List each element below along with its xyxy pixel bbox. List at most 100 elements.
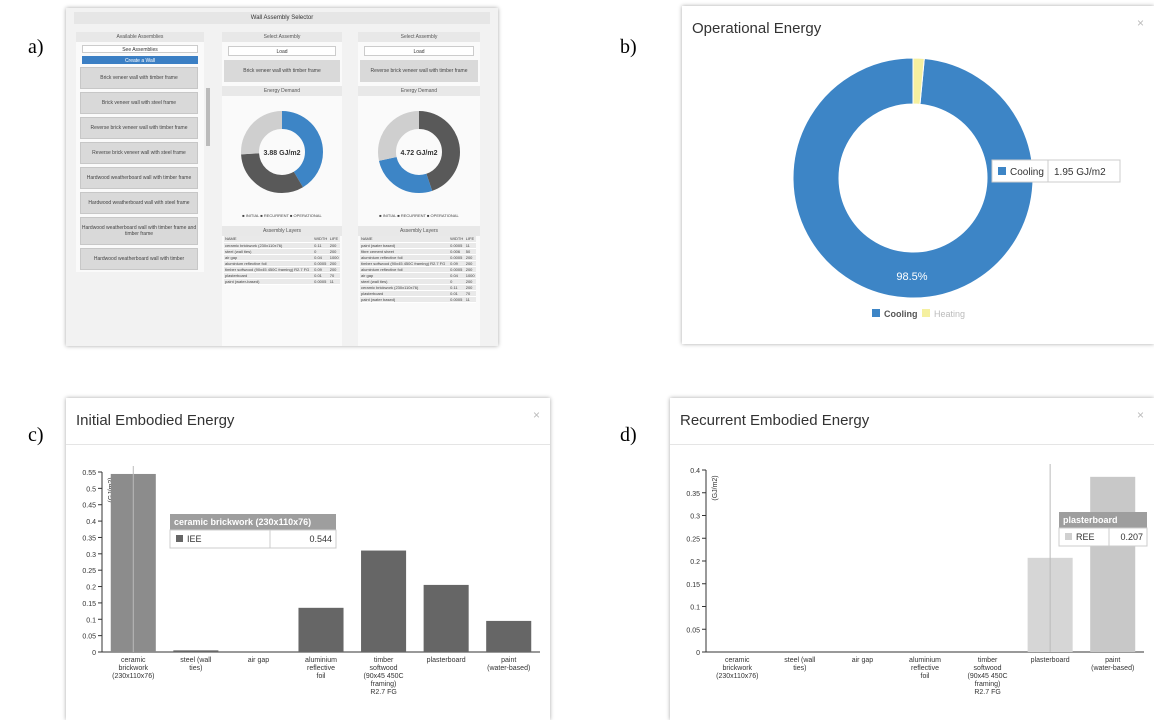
donut-slice-initial	[241, 111, 323, 193]
energy-header: Energy Demand	[358, 86, 480, 96]
bar-tooltip: plasterboard REE 0.207	[1058, 512, 1148, 547]
y-tick-label: 0.15	[82, 601, 96, 608]
y-tick-label: 0.35	[82, 535, 96, 542]
donut-slice-recurrent	[241, 111, 323, 193]
x-tick-label: ceramic brickwork (230x110x76)	[716, 657, 758, 680]
assembly-item[interactable]: Hardwood weatherboard wall with timber	[80, 248, 198, 270]
y-axis-label: (GJ/m2)	[712, 475, 719, 500]
x-tick-label: aluminium reflective foil	[909, 657, 941, 680]
y-tick-label: 0.1	[690, 605, 700, 612]
assemblies-scrollbar[interactable]	[206, 88, 210, 146]
ree-bar-chart: 0 0.05 0.1 0.15 0.2 0.25 0.3 0.35 0.4 (GJ/m2) cera…	[686, 464, 1148, 696]
bar[interactable]	[298, 607, 344, 652]
operational-energy-panel: Operational Energy × 98.5% Cooling 1.95 …	[682, 6, 1154, 344]
x-tick-label: paint (water-based)	[487, 657, 530, 672]
tooltip-key: IEE	[187, 534, 202, 544]
x-tick-label: plasterboard	[1031, 657, 1070, 664]
legend-label-heating: Heating	[934, 309, 965, 319]
pie-slice-heating[interactable]	[912, 57, 925, 105]
panel-title: Initial Embodied Energy	[76, 412, 235, 429]
select-header: Select Assembly	[222, 32, 342, 42]
create-wall-button[interactable]: Create a Wall	[82, 56, 198, 64]
x-tick-label: timber softwood (90x45 450C framing) R2.7 FG	[364, 657, 404, 696]
assembly-item[interactable]: Brick veneer wall with timber frame	[80, 67, 198, 89]
available-assemblies-column: Available Assemblies See Assemblies Crea…	[76, 32, 210, 272]
energy-donut-2: 4.72 GJ/m2	[378, 111, 460, 193]
y-tick-label: 0.5	[86, 486, 96, 493]
x-tick-label: ceramic brickwork (230x110x76)	[112, 657, 154, 680]
layers-table-1: NAME WIDTH LIFE ceramic brickwork (230x110…	[224, 236, 340, 285]
close-icon[interactable]: ×	[1136, 16, 1144, 30]
y-tick-label: 0.25	[82, 568, 96, 575]
assembly-item[interactable]: Hardwood weatherboard wall with steel fr…	[80, 192, 198, 214]
x-tick-label: air gap	[852, 657, 874, 664]
x-tick-label: paint (water-based)	[1091, 657, 1134, 672]
title-divider	[670, 444, 1154, 445]
pie-legend: Cooling Heating	[872, 309, 965, 319]
assembly-item[interactable]: Reverse brick veneer wall with steel fra…	[80, 142, 198, 164]
donut-slice-operational	[378, 111, 460, 193]
close-icon[interactable]: ×	[1136, 408, 1144, 422]
donut-center-value: 3.88 GJ/m2	[264, 150, 301, 157]
x-tick-label: plasterboard	[427, 657, 466, 664]
panel-label-c: c)	[28, 424, 44, 446]
y-tick-label: 0.05	[82, 634, 96, 641]
y-tick-label: 0.4	[690, 468, 700, 475]
assembly-item[interactable]: Reverse brick veneer wall with timber fr…	[80, 117, 198, 139]
y-tick-label: 0.45	[82, 503, 96, 510]
selected-assembly[interactable]: Reverse brick veneer wall with timber fr…	[360, 60, 478, 82]
iee-bar-chart: 0 0.05 0.1 0.15 0.2 0.25 0.3 0.35 0.4 0.45 0.5 0.55…	[82, 466, 540, 696]
donut-legend: ■ INITIAL ■ RECURRENT ■ OPERATIONAL	[379, 213, 459, 218]
y-tick-label: 0.2	[690, 559, 700, 566]
energy-donut-1: 3.88 GJ/m2	[241, 111, 323, 193]
assembly-item[interactable]: Brick veneer wall with steel frame	[80, 92, 198, 114]
panel-label-b: b)	[620, 36, 637, 58]
y-tick-label: 0.4	[86, 519, 96, 526]
initial-embodied-energy-panel: Initial Embodied Energy × 0 0.05 0.1 0.15 0.…	[66, 398, 550, 720]
tooltip-value: 1.95 GJ/m2	[1054, 167, 1106, 178]
energy-header: Energy Demand	[222, 86, 342, 96]
load-select[interactable]: Load	[228, 46, 336, 56]
bar[interactable]	[486, 620, 532, 652]
load-select[interactable]: Load	[364, 46, 474, 56]
y-tick-label: 0	[696, 650, 700, 657]
tooltip-value: 0.207	[1120, 532, 1143, 542]
tooltip-swatch	[998, 167, 1006, 175]
panel-label-a: a)	[28, 36, 44, 58]
assembly-item[interactable]: Hardwood weatherboard wall with timber f…	[80, 217, 198, 245]
recurrent-embodied-energy-panel: Recurrent Embodied Energy × 0 0.05 0.1 0.15…	[670, 398, 1154, 720]
pie-tooltip: Cooling 1.95 GJ/m2	[991, 159, 1121, 183]
assembly-item[interactable]: Hardwood weatherboard wall with timber f…	[80, 167, 198, 189]
x-tick-label: steel (wall ties)	[180, 657, 212, 672]
assembly-column-1: Select Assembly Load Brick veneer wall w…	[222, 32, 342, 346]
x-tick-label: steel (wall ties)	[784, 657, 816, 672]
bar[interactable]	[173, 650, 219, 652]
legend-label-cooling: Cooling	[884, 309, 918, 319]
panel-title: Recurrent Embodied Energy	[680, 412, 870, 429]
panel-title: Operational Energy	[692, 20, 822, 37]
wall-assembly-selector: Wall Assembly Selector Available Assembl…	[66, 8, 498, 346]
bar[interactable]	[1090, 476, 1136, 652]
y-tick-label: 0.3	[86, 552, 96, 559]
bar[interactable]	[361, 550, 407, 652]
layers-table-2: NAME WIDTH LIFE paint (water based) 0.0005 1…	[360, 236, 476, 303]
bar[interactable]	[423, 584, 469, 652]
selected-assembly[interactable]: Brick veneer wall with timber frame	[224, 60, 340, 82]
donut-center-value: 4.72 GJ/m2	[401, 150, 438, 157]
y-tick-label: 0	[92, 650, 96, 657]
y-tick-label: 0.15	[686, 582, 700, 589]
selector-title: Wall Assembly Selector	[74, 12, 490, 24]
tooltip-title: ceramic brickwork (230x110x76)	[174, 517, 311, 527]
panel-label-d: d)	[620, 424, 637, 446]
tooltip-title: plasterboard	[1063, 515, 1118, 525]
y-tick-label: 0.2	[86, 585, 96, 592]
legend-swatch-cooling	[872, 309, 880, 317]
y-tick-label: 0.1	[86, 617, 96, 624]
title-divider	[66, 444, 550, 445]
y-tick-label: 0.05	[686, 627, 700, 634]
bar-tooltip: ceramic brickwork (230x110x76) IEE 0.544	[169, 514, 337, 549]
pie-slice-cooling[interactable]	[792, 57, 1034, 299]
see-assemblies-button[interactable]: See Assemblies	[82, 45, 198, 53]
operational-chart: 98.5% Cooling 1.95 GJ/m2 Cooling Heating	[792, 57, 1121, 319]
close-icon[interactable]: ×	[532, 408, 540, 422]
